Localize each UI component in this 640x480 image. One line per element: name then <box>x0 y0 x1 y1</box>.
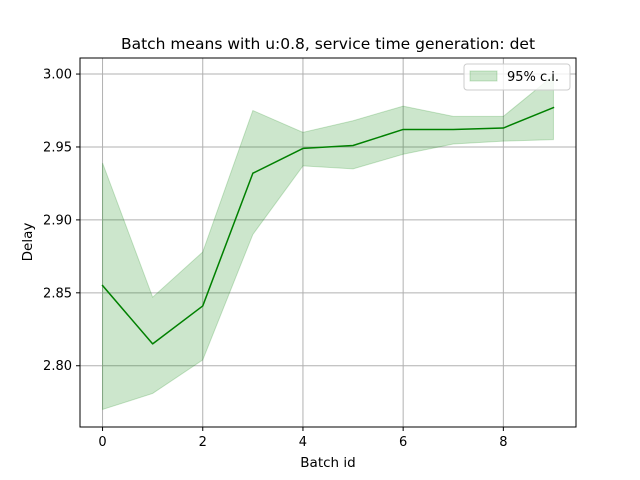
y-tick-label: 2.80 <box>43 359 72 374</box>
legend: 95% c.i. <box>463 63 571 91</box>
y-axis-label: Delay <box>20 223 36 262</box>
mean-line-path <box>101 106 555 345</box>
ci-band-area <box>102 74 554 411</box>
legend-swatch <box>469 70 498 82</box>
legend-label: 95% c.i. <box>507 70 559 85</box>
y-tick-label: 3.00 <box>43 68 72 83</box>
legend-frame <box>463 63 571 91</box>
x-axis-label: Batch id <box>300 455 355 471</box>
y-tick-label: 2.85 <box>43 286 72 301</box>
confidence-band <box>102 74 554 411</box>
x-tick-label: 4 <box>299 435 307 450</box>
x-tick-label: 8 <box>499 435 507 450</box>
y-tick-label: 2.90 <box>43 213 72 228</box>
x-tick-label: 2 <box>199 435 207 450</box>
y-axis-ticks: 2.80 2.85 2.90 2.95 3.00 <box>43 68 80 374</box>
x-tick-label: 0 <box>98 435 106 450</box>
axes-frame <box>79 57 577 428</box>
chart-title: Batch means with u:0.8, service time gen… <box>121 35 535 53</box>
y-tick-label: 2.95 <box>43 140 72 155</box>
x-tick-label: 6 <box>399 435 407 450</box>
x-axis-ticks: 0 2 4 6 8 <box>98 427 507 450</box>
mean-line <box>101 106 555 345</box>
